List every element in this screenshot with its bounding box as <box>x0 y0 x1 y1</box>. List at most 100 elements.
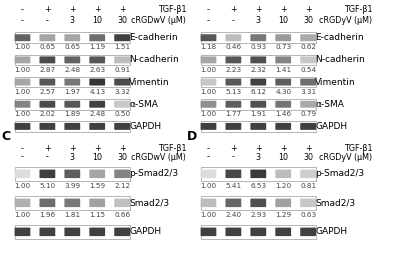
Text: GAPDH: GAPDH <box>315 122 347 131</box>
Text: 1.18: 1.18 <box>200 44 216 50</box>
FancyBboxPatch shape <box>40 123 55 130</box>
Text: 2.23: 2.23 <box>225 67 242 73</box>
Text: 0.65: 0.65 <box>39 44 56 50</box>
Text: GAPDH: GAPDH <box>129 122 161 131</box>
Text: 1.96: 1.96 <box>39 212 56 218</box>
Text: 1.41: 1.41 <box>275 67 291 73</box>
Text: -: - <box>21 16 24 25</box>
FancyBboxPatch shape <box>250 199 266 207</box>
FancyBboxPatch shape <box>226 101 241 108</box>
Text: -: - <box>21 153 24 162</box>
Bar <box>14 167 130 181</box>
Text: +: + <box>69 5 76 14</box>
Text: cRGDyV (μM): cRGDyV (μM) <box>319 153 372 162</box>
FancyBboxPatch shape <box>275 228 291 236</box>
Text: 1.59: 1.59 <box>89 183 105 189</box>
Text: Smad2/3: Smad2/3 <box>129 198 169 207</box>
FancyBboxPatch shape <box>275 56 291 63</box>
Text: TGF-β1: TGF-β1 <box>344 5 372 14</box>
Text: 2.48: 2.48 <box>89 111 105 117</box>
Text: α-SMA: α-SMA <box>129 100 158 109</box>
Text: 2.32: 2.32 <box>250 67 266 73</box>
FancyBboxPatch shape <box>250 78 266 85</box>
Text: α-SMA: α-SMA <box>315 100 344 109</box>
FancyBboxPatch shape <box>275 78 291 85</box>
Text: B: B <box>187 0 197 2</box>
FancyBboxPatch shape <box>40 228 55 236</box>
Text: -: - <box>207 144 210 153</box>
Text: +: + <box>119 144 126 153</box>
FancyBboxPatch shape <box>226 199 241 207</box>
Text: +: + <box>305 144 312 153</box>
Text: Smad2/3: Smad2/3 <box>315 198 355 207</box>
Text: +: + <box>230 144 237 153</box>
Text: +: + <box>94 144 100 153</box>
FancyBboxPatch shape <box>64 34 80 41</box>
Text: 1.00: 1.00 <box>14 67 30 73</box>
Text: +: + <box>44 5 51 14</box>
Text: 0.54: 0.54 <box>300 67 316 73</box>
FancyBboxPatch shape <box>64 228 80 236</box>
FancyBboxPatch shape <box>114 78 130 85</box>
Text: 6.12: 6.12 <box>250 89 266 95</box>
Text: 2.93: 2.93 <box>250 212 266 218</box>
Text: cRGDwV (μM): cRGDwV (μM) <box>131 153 186 162</box>
FancyBboxPatch shape <box>226 34 241 41</box>
Text: -: - <box>21 144 24 153</box>
Bar <box>200 77 316 87</box>
FancyBboxPatch shape <box>300 170 316 178</box>
Text: TGF-β1: TGF-β1 <box>158 5 186 14</box>
Text: 3.99: 3.99 <box>64 183 80 189</box>
Bar <box>200 32 316 43</box>
Text: 1.00: 1.00 <box>200 67 216 73</box>
Text: 0.73: 0.73 <box>275 44 291 50</box>
Bar <box>200 55 316 65</box>
Text: 3: 3 <box>70 16 75 25</box>
FancyBboxPatch shape <box>40 34 55 41</box>
FancyBboxPatch shape <box>64 78 80 85</box>
FancyBboxPatch shape <box>40 199 55 207</box>
Text: 1.29: 1.29 <box>275 212 291 218</box>
Text: 4.30: 4.30 <box>275 89 291 95</box>
Text: -: - <box>207 16 210 25</box>
FancyBboxPatch shape <box>64 170 80 178</box>
Bar <box>200 121 316 132</box>
Text: 0.62: 0.62 <box>300 44 316 50</box>
Text: 30: 30 <box>117 16 127 25</box>
FancyBboxPatch shape <box>89 56 105 63</box>
Text: 0.81: 0.81 <box>300 183 316 189</box>
Text: 3: 3 <box>256 153 261 162</box>
Text: cRGDyV (μM): cRGDyV (μM) <box>319 16 372 25</box>
Bar <box>14 196 130 210</box>
FancyBboxPatch shape <box>40 78 55 85</box>
FancyBboxPatch shape <box>226 56 241 63</box>
Text: 1.46: 1.46 <box>275 111 291 117</box>
Text: 10: 10 <box>92 153 102 162</box>
FancyBboxPatch shape <box>226 228 241 236</box>
FancyBboxPatch shape <box>226 123 241 130</box>
FancyBboxPatch shape <box>200 123 216 130</box>
Text: 30: 30 <box>303 153 313 162</box>
FancyBboxPatch shape <box>89 199 105 207</box>
Text: 0.50: 0.50 <box>114 111 130 117</box>
Text: 1.51: 1.51 <box>114 44 130 50</box>
Text: GAPDH: GAPDH <box>315 227 347 236</box>
FancyBboxPatch shape <box>14 34 30 41</box>
Text: 1.81: 1.81 <box>64 212 80 218</box>
FancyBboxPatch shape <box>275 199 291 207</box>
FancyBboxPatch shape <box>14 56 30 63</box>
Bar <box>200 99 316 110</box>
FancyBboxPatch shape <box>250 123 266 130</box>
Text: 0.63: 0.63 <box>300 212 316 218</box>
Text: 2.57: 2.57 <box>39 89 56 95</box>
Text: 5.41: 5.41 <box>225 183 242 189</box>
Bar <box>200 196 316 210</box>
FancyBboxPatch shape <box>14 228 30 236</box>
FancyBboxPatch shape <box>250 101 266 108</box>
Text: Vimentin: Vimentin <box>315 77 356 87</box>
FancyBboxPatch shape <box>64 56 80 63</box>
FancyBboxPatch shape <box>14 78 30 85</box>
Text: +: + <box>94 5 100 14</box>
Text: +: + <box>280 144 286 153</box>
Text: 0.65: 0.65 <box>64 44 80 50</box>
